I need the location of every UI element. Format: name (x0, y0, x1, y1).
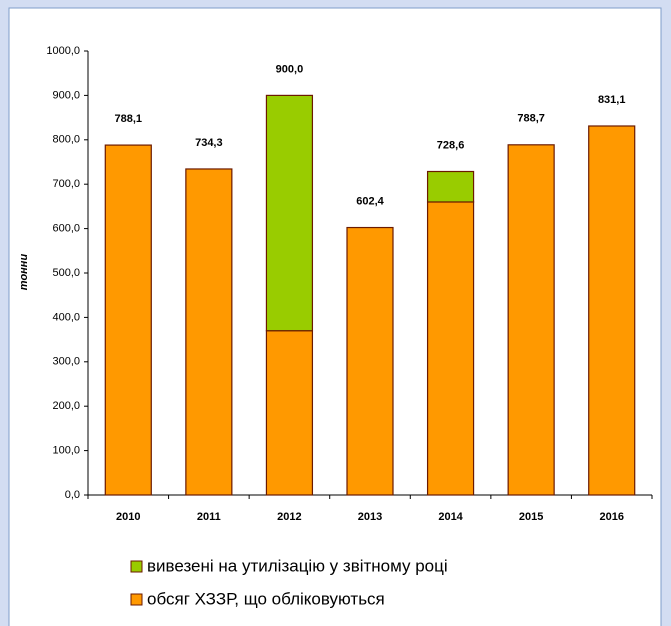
x-tick-label: 2010 (116, 511, 140, 523)
total-label: 788,1 (115, 113, 143, 125)
x-tick-label: 2011 (197, 511, 221, 523)
bar-segment (507, 144, 555, 496)
legend-swatch (130, 593, 143, 606)
x-tick-label: 2016 (599, 511, 623, 523)
bar-segment (104, 144, 152, 496)
bar-segment (588, 125, 636, 496)
legend-label: обсяг ХЗЗР, що обліковуються (147, 589, 385, 608)
legend-label: вивезені на утилізацію у звітному році (147, 556, 448, 575)
bar-segment (426, 170, 475, 203)
y-tick-label: 300,0 (52, 356, 80, 368)
legend-swatch (130, 560, 143, 573)
y-tick-label: 400,0 (52, 311, 80, 323)
bar-segment (265, 330, 314, 496)
y-tick-label: 700,0 (52, 178, 80, 190)
y-tick-label: 500,0 (52, 267, 80, 279)
total-label: 900,0 (276, 63, 304, 75)
bar-segment (185, 168, 233, 496)
y-tick-label: 0,0 (65, 489, 80, 501)
y-axis-title: тонни (18, 254, 30, 291)
total-label: 602,4 (356, 195, 384, 207)
y-tick-label: 900,0 (52, 89, 80, 101)
y-tick-label: 100,0 (52, 445, 80, 457)
y-tick-label: 200,0 (52, 400, 80, 412)
bar-segment (346, 226, 394, 496)
x-tick-label: 2012 (277, 511, 301, 523)
bar-segment (265, 94, 314, 332)
total-label: 831,1 (598, 94, 626, 106)
x-tick-label: 2015 (519, 511, 543, 523)
total-label: 788,7 (517, 113, 545, 125)
bar-segment (426, 201, 475, 496)
y-tick-label: 800,0 (52, 134, 80, 146)
y-tick-label: 1000,0 (46, 45, 80, 57)
x-tick-label: 2013 (358, 511, 382, 523)
x-tick-label: 2014 (438, 511, 463, 523)
total-label: 728,6 (437, 139, 465, 151)
total-label: 734,3 (195, 137, 223, 149)
y-tick-label: 600,0 (52, 223, 80, 235)
